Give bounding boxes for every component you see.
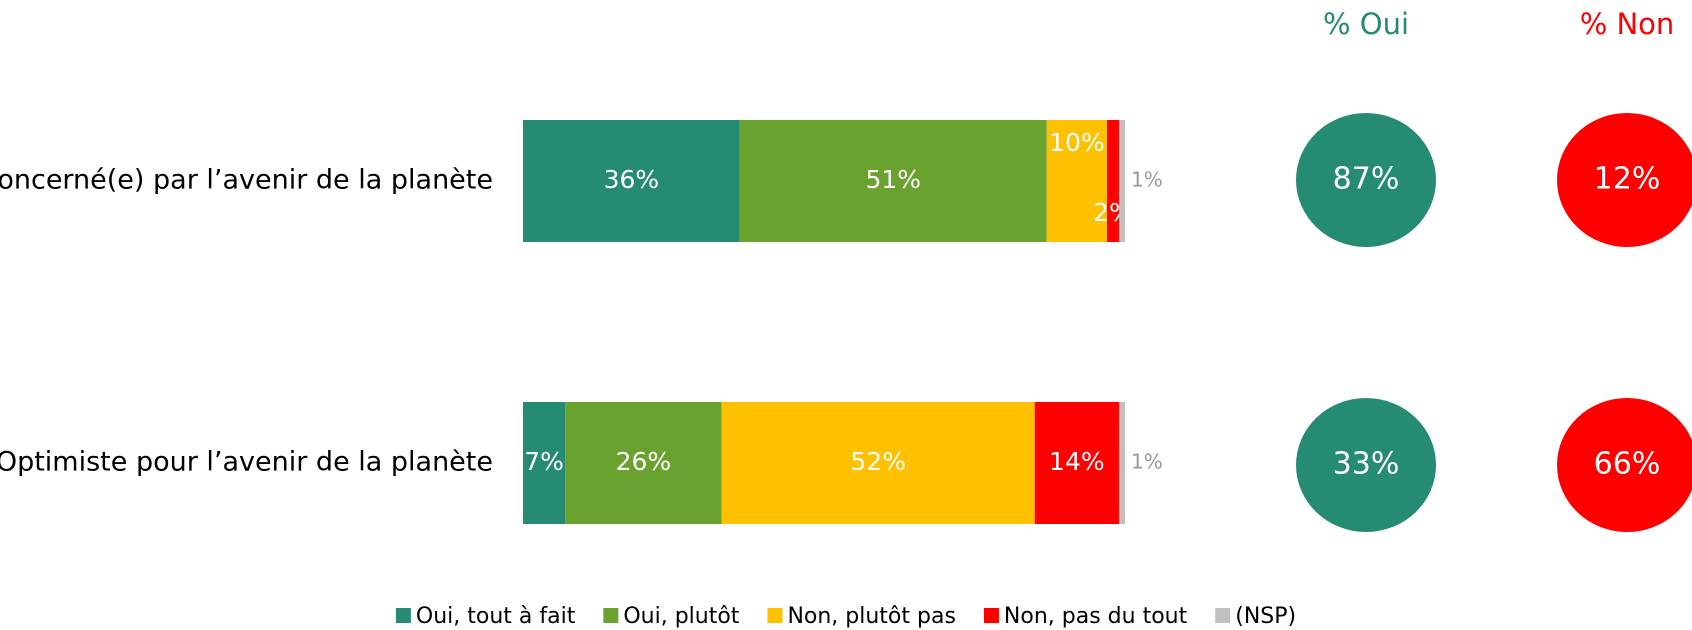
value-label: 7% (524, 447, 564, 476)
value-label: 1% (1131, 450, 1163, 474)
summary-circle (1557, 398, 1692, 532)
bar-segment (523, 120, 740, 242)
category-label: Concerné(e) par l’avenir de la planète (0, 165, 493, 196)
legend-swatch (983, 608, 999, 623)
legend-label: Oui, plutôt (623, 604, 739, 629)
legend-label: Oui, tout à fait (416, 604, 576, 629)
summary-circle (1296, 113, 1436, 247)
summary-circle (1557, 113, 1692, 247)
value-label: 26% (616, 447, 672, 476)
legend-label: (NSP) (1235, 604, 1296, 629)
summary-label: 87% (1333, 162, 1400, 197)
legend-swatch (767, 608, 783, 623)
value-label: 51% (865, 165, 921, 194)
bar-segment (1106, 120, 1119, 242)
value-label: 14% (1049, 447, 1105, 476)
legend-swatch (1215, 608, 1231, 623)
value-label: 52% (850, 447, 906, 476)
value-label: 10% (1049, 128, 1105, 157)
summary-label: 33% (1333, 447, 1400, 482)
bar-segment (1118, 120, 1125, 242)
bar-segment (739, 120, 1047, 242)
summary-header: % Non (1580, 7, 1675, 41)
summary-label: 66% (1594, 447, 1661, 482)
legend-label: Non, plutôt pas (787, 604, 955, 629)
value-label: 2% (1093, 198, 1133, 227)
legend-label: Non, pas du tout (1004, 604, 1188, 629)
summary-circle (1296, 398, 1436, 532)
bar-segment (565, 402, 722, 524)
bar-segment (721, 402, 1035, 524)
bar-segment (1034, 402, 1119, 524)
category-label: Optimiste pour l’avenir de la planète (0, 447, 493, 478)
bar-segment (1118, 402, 1125, 524)
summary-header: % Oui (1323, 7, 1409, 41)
summary-label: 12% (1594, 162, 1661, 197)
bar-segment (1046, 120, 1107, 242)
value-label: 36% (604, 165, 660, 194)
bar-segment (523, 402, 566, 524)
legend-swatch (603, 608, 619, 623)
legend-swatch (395, 608, 411, 623)
value-label: 1% (1131, 168, 1163, 192)
